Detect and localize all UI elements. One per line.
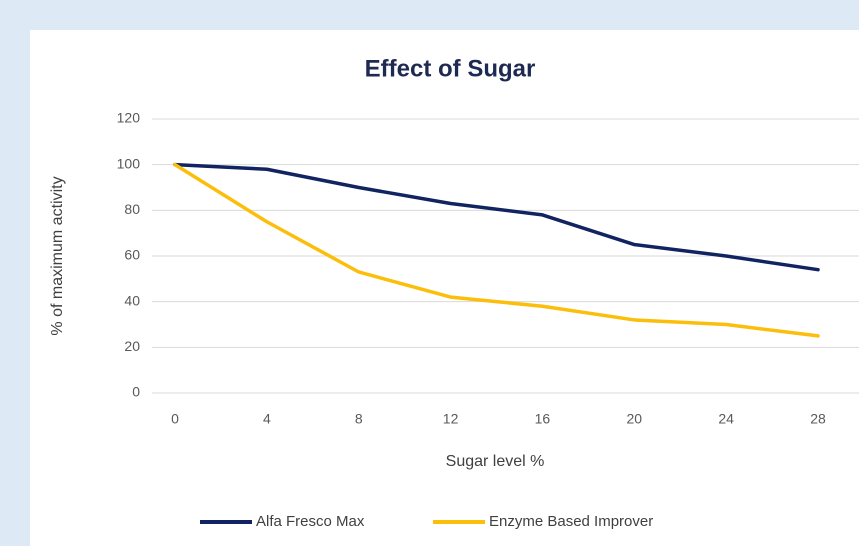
x-tick-label: 16 bbox=[535, 411, 551, 427]
x-tick-label: 24 bbox=[718, 411, 734, 427]
series-line bbox=[173, 162, 820, 338]
y-tick-label: 40 bbox=[124, 292, 140, 308]
chart-panel bbox=[30, 30, 859, 546]
series-line bbox=[173, 162, 820, 272]
x-tick-label: 8 bbox=[355, 411, 363, 427]
x-tick-label: 28 bbox=[810, 411, 826, 427]
x-axis-title: Sugar level % bbox=[446, 453, 545, 470]
y-tick-label: 80 bbox=[124, 201, 140, 217]
y-axis-title: % of maximum activity bbox=[49, 176, 66, 335]
y-tick-label: 100 bbox=[117, 155, 141, 171]
x-tick-label: 0 bbox=[171, 411, 179, 427]
y-tick-label: 60 bbox=[124, 247, 140, 263]
chart-title: Effect of Sugar bbox=[365, 55, 536, 82]
x-tick-label: 4 bbox=[263, 411, 271, 427]
y-tick-label: 120 bbox=[117, 110, 141, 126]
x-tick-label: 12 bbox=[443, 411, 459, 427]
legend-label: Enzyme Based Improver bbox=[489, 513, 653, 530]
y-tick-label: 0 bbox=[132, 384, 140, 400]
legend-label: Alfa Fresco Max bbox=[256, 513, 365, 530]
x-tick-label: 20 bbox=[626, 411, 642, 427]
y-tick-label: 20 bbox=[124, 338, 140, 354]
